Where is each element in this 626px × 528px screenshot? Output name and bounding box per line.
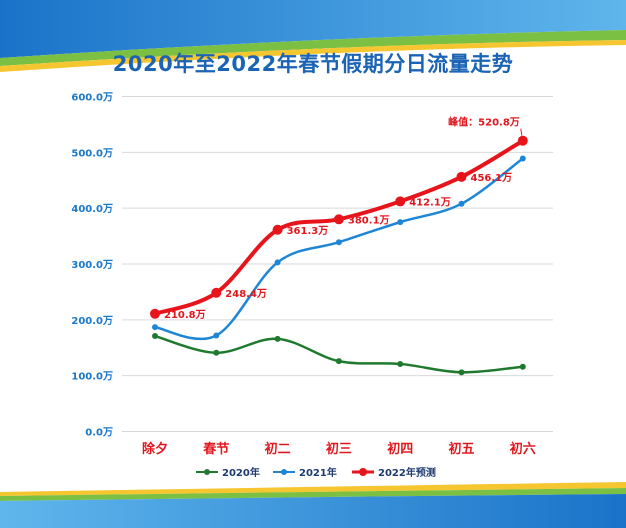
x-tick-label: 春节 — [202, 441, 229, 457]
series-2020-point — [519, 363, 526, 370]
series-2021-point — [519, 155, 526, 162]
top-green-stripe — [0, 30, 626, 66]
data-label: 210.8万 — [164, 309, 206, 321]
series-2020-point — [152, 333, 158, 340]
x-tick-label: 初三 — [326, 441, 352, 457]
y-tick-label: 600.0万 — [71, 92, 113, 104]
legend-label: 2020年 — [222, 466, 260, 479]
y-tick-label: 200.0万 — [71, 315, 113, 327]
series-2022-forecast-point — [333, 214, 344, 225]
top-blue-band — [0, 0, 626, 58]
legend-marker — [204, 469, 210, 475]
legend-marker — [281, 469, 287, 475]
y-tick-label: 500.0万 — [71, 147, 113, 159]
series-2021-point — [274, 259, 281, 266]
bottom-yellow-stripe — [0, 482, 626, 496]
series-2020-point — [335, 358, 342, 365]
chart-title: 2020年至2022年春节假期分日流量走势 — [112, 52, 514, 76]
data-label: 248.4万 — [225, 288, 267, 300]
series-2022-forecast-line — [153, 138, 525, 316]
series-2021-point — [397, 219, 404, 226]
x-tick-label: 初二 — [265, 441, 291, 457]
y-tick-label: 400.0万 — [71, 203, 113, 215]
series-2021-point — [458, 200, 465, 207]
top-yellow-stripe — [0, 40, 626, 72]
data-label: 361.3万 — [287, 225, 329, 237]
series-2021-point — [152, 324, 158, 331]
series-2022-forecast-point — [456, 171, 467, 182]
series-2022-forecast-point — [517, 135, 528, 146]
y-tick-label: 0.0万 — [85, 427, 113, 439]
peak-leader-line — [520, 128, 523, 136]
data-label: 380.1万 — [348, 214, 390, 226]
x-tick-label: 初五 — [448, 441, 474, 457]
data-label: 456.1万 — [471, 172, 513, 184]
series-2021-point — [213, 332, 220, 339]
legend-marker — [359, 468, 367, 476]
series-2020-line — [153, 334, 525, 374]
legend-label: 2022年预测 — [378, 466, 436, 479]
x-tick-label: 初六 — [510, 441, 536, 457]
y-tick-label: 300.0万 — [71, 259, 113, 271]
y-tick-label: 100.0万 — [71, 371, 113, 383]
series-2020-point — [274, 335, 281, 342]
series-2020-point — [397, 360, 404, 367]
x-tick-label: 除夕 — [142, 441, 168, 457]
series-2022-forecast-point — [272, 224, 283, 235]
bottom-green-stripe — [0, 488, 626, 501]
legend-label: 2021年 — [299, 466, 337, 479]
series-2022-forecast-point — [395, 196, 406, 207]
series-2021-point — [335, 239, 342, 246]
series-2021-line — [153, 157, 525, 341]
x-tick-label: 初四 — [387, 441, 413, 457]
bottom-blue-band — [0, 494, 626, 528]
series-2020-point — [213, 349, 220, 356]
data-label: 峰值：520.8万 — [448, 116, 520, 129]
data-label: 412.1万 — [409, 196, 451, 208]
series-2022-forecast-point — [150, 308, 160, 319]
series-2020-point — [458, 369, 465, 376]
series-2022-forecast-point — [211, 287, 222, 298]
